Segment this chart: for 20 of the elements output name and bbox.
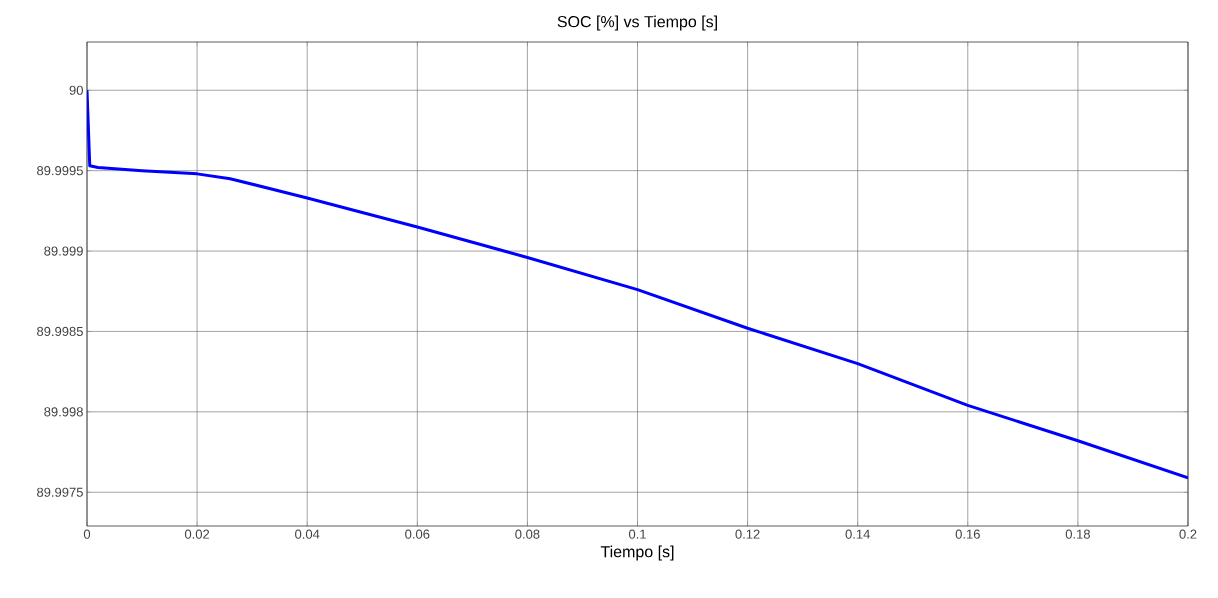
y-tick-label: 89.9975	[37, 487, 83, 497]
x-axis-title: Tiempo [s]	[600, 545, 674, 561]
line-series	[87, 88, 1188, 480]
chart-title: SOC [%] vs Tiempo [s]	[557, 15, 717, 31]
y-tick-label: 89.9995	[37, 166, 83, 176]
x-tick-label: 0.14	[845, 529, 870, 539]
y-tick-label: 89.9985	[37, 326, 83, 337]
x-tick-label: 0.18	[1065, 529, 1090, 539]
x-tick-label: 0.12	[735, 529, 760, 539]
x-tick-label: 0	[83, 529, 91, 539]
y-tick-label: 89.998	[44, 407, 83, 417]
y-tick-label: 89.999	[44, 246, 83, 256]
x-tick-label: 0.2	[1179, 529, 1197, 539]
x-tick-label: 0.06	[405, 529, 430, 539]
x-tick-label: 0.04	[295, 529, 320, 539]
x-tick-label: 0.02	[184, 529, 210, 539]
x-tick-label: 0.16	[955, 529, 980, 539]
x-tick-label: 0.1	[628, 529, 646, 539]
y-tick-label: 90	[69, 85, 83, 95]
x-tick-label: 0.08	[515, 529, 540, 539]
